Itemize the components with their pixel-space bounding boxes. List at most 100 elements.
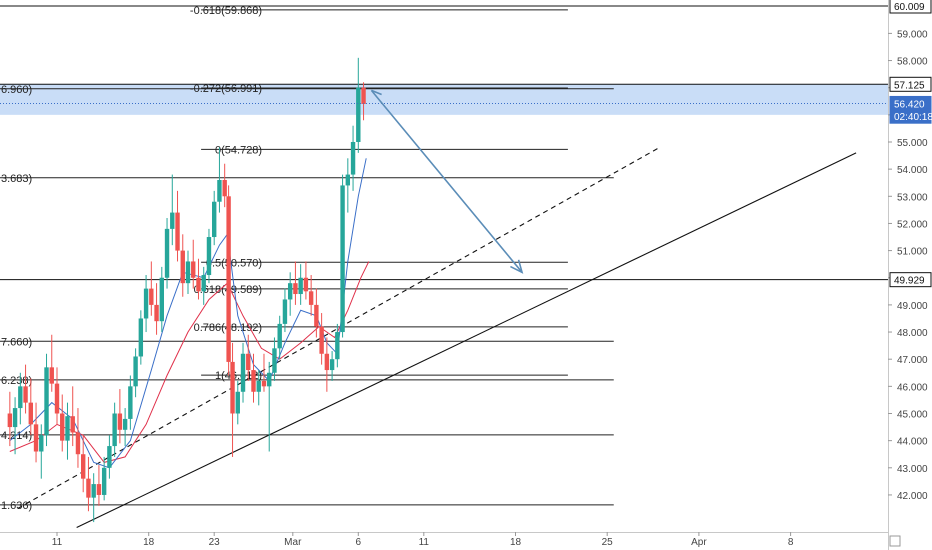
price-label-box bbox=[889, 108, 932, 124]
candle-body bbox=[128, 386, 133, 419]
price-tick-label: 45.000 bbox=[897, 409, 928, 420]
candle-body bbox=[96, 484, 102, 495]
candle-body bbox=[180, 250, 185, 284]
price-label-text: 56.420 bbox=[894, 99, 925, 110]
price-label-box bbox=[889, 76, 932, 92]
fibonacci-retracement: -0.618(59.868)-0.272(56.991)0(54.728)0.5… bbox=[190, 5, 568, 382]
candle-body bbox=[226, 196, 231, 362]
candle-body bbox=[65, 416, 70, 441]
candle-body bbox=[356, 87, 361, 142]
candle-body bbox=[324, 353, 330, 371]
trendlines bbox=[17, 146, 857, 529]
candle-body bbox=[107, 446, 112, 468]
price-tick-label: 43.000 bbox=[897, 464, 928, 475]
candle-body bbox=[12, 408, 18, 428]
candle-body bbox=[345, 174, 351, 186]
dashed-trendline bbox=[17, 146, 660, 509]
resistance-zone bbox=[0, 84, 888, 115]
time-axis-bg bbox=[0, 532, 888, 550]
candle-body bbox=[112, 413, 117, 447]
candle-body bbox=[277, 323, 282, 349]
candle-body bbox=[91, 484, 96, 498]
candle-body bbox=[81, 454, 86, 479]
candle-body bbox=[101, 467, 107, 495]
left-level-label: 1.636) bbox=[1, 500, 32, 512]
candle-body bbox=[282, 299, 288, 324]
candle-body bbox=[86, 478, 91, 498]
candle-body bbox=[70, 416, 75, 433]
candle-body bbox=[361, 87, 366, 104]
candle-body bbox=[75, 432, 81, 455]
candle-body bbox=[7, 413, 13, 428]
arrow-tail bbox=[371, 89, 382, 96]
time-axis[interactable]: 11 18 23 Mar 6 11 18 25 Apr 8 bbox=[0, 532, 901, 550]
horizontal-lines bbox=[0, 5, 888, 281]
arrow-shaft bbox=[370, 89, 523, 273]
candle-body bbox=[33, 424, 39, 452]
candle-body bbox=[308, 291, 314, 305]
projection-arrow bbox=[370, 89, 524, 274]
candle-body bbox=[272, 348, 277, 373]
candle-body bbox=[212, 201, 217, 238]
fib-label: 1(46.412) bbox=[215, 370, 262, 382]
candle-body bbox=[44, 367, 49, 436]
fib-label: 0(54.728) bbox=[215, 144, 262, 156]
candle-body bbox=[60, 413, 65, 441]
candle-body bbox=[154, 304, 159, 322]
price-tick-label: 44.000 bbox=[897, 437, 928, 448]
candle-body bbox=[170, 212, 175, 229]
price-tick-label: 46.000 bbox=[897, 382, 928, 393]
price-tick-label: 48.000 bbox=[897, 328, 928, 339]
price-tick-label: 59.000 bbox=[897, 29, 928, 40]
candle-body bbox=[122, 418, 128, 430]
candle-body bbox=[230, 361, 235, 414]
candle-body bbox=[256, 380, 261, 392]
price-label-text: 49.929 bbox=[894, 276, 925, 287]
price-axis[interactable]: 59.00058.00057.00056.00055.00054.00053.0… bbox=[888, 0, 932, 550]
candles bbox=[7, 57, 366, 523]
moving-averages bbox=[9, 158, 370, 469]
candle-body bbox=[329, 359, 335, 371]
left-level-label: 6.960) bbox=[1, 84, 32, 96]
candle-body bbox=[191, 261, 196, 278]
candle-body bbox=[251, 370, 256, 392]
price-tick-label: 54.000 bbox=[897, 165, 928, 176]
ma-slow-line bbox=[9, 261, 370, 463]
candle-body bbox=[39, 435, 44, 452]
candle-body bbox=[340, 185, 345, 333]
price-label-box bbox=[889, 272, 932, 288]
candle-body bbox=[175, 212, 180, 251]
time-tick-label: 11 bbox=[52, 537, 63, 548]
candle-body bbox=[138, 318, 144, 357]
candle-body bbox=[164, 228, 170, 278]
price-tick-label: 42.000 bbox=[897, 491, 928, 502]
candle-body bbox=[28, 402, 33, 425]
time-tick-label: 6 bbox=[356, 537, 362, 548]
price-label-box bbox=[889, 0, 932, 14]
price-tick-label: 53.000 bbox=[897, 192, 928, 203]
ma-fast-line bbox=[9, 158, 367, 469]
candle-body bbox=[185, 261, 191, 284]
time-tick-label: 25 bbox=[602, 537, 614, 548]
axis-settings-icon bbox=[889, 535, 901, 547]
candle-body bbox=[314, 304, 319, 327]
candle-body bbox=[133, 356, 138, 387]
left-level-label: 7.660) bbox=[1, 336, 32, 348]
fib-label: 0.5(50.570) bbox=[206, 257, 262, 269]
price-tick-label: 55.000 bbox=[897, 138, 928, 149]
time-tick-label: Apr bbox=[691, 537, 707, 548]
candle-body bbox=[287, 283, 293, 300]
candle-body bbox=[201, 275, 206, 292]
time-tick-label: 23 bbox=[209, 537, 221, 548]
candle-body bbox=[206, 237, 212, 276]
zone-rect bbox=[0, 84, 888, 115]
candle-body bbox=[18, 386, 23, 409]
candle-body bbox=[319, 326, 324, 354]
candle-body bbox=[196, 277, 201, 292]
time-tick-label: 18 bbox=[510, 537, 522, 548]
time-tick-label: 11 bbox=[419, 537, 430, 548]
candle-body bbox=[23, 386, 28, 403]
candle-body bbox=[240, 353, 246, 392]
candle-body bbox=[54, 383, 60, 414]
